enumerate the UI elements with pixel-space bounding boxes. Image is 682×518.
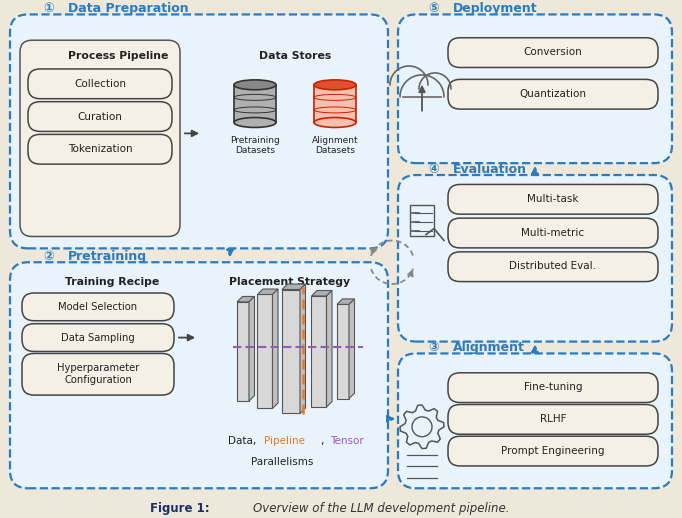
Text: Multi-task: Multi-task	[527, 194, 579, 204]
Text: RLHF: RLHF	[539, 414, 566, 424]
FancyBboxPatch shape	[448, 373, 658, 402]
Text: Fine-tuning: Fine-tuning	[524, 382, 582, 392]
Polygon shape	[337, 299, 355, 305]
Text: Tensor: Tensor	[330, 436, 364, 445]
Text: Pipeline: Pipeline	[264, 436, 305, 445]
FancyBboxPatch shape	[398, 15, 672, 163]
FancyBboxPatch shape	[398, 353, 672, 488]
Bar	[337, 305, 349, 398]
Text: Alignment
Datasets: Alignment Datasets	[312, 136, 358, 155]
FancyBboxPatch shape	[448, 436, 658, 466]
Text: Data Sampling: Data Sampling	[61, 333, 135, 342]
Text: ①: ①	[43, 3, 54, 16]
FancyBboxPatch shape	[448, 79, 658, 109]
Text: Alignment: Alignment	[453, 341, 525, 354]
FancyBboxPatch shape	[28, 102, 172, 132]
Polygon shape	[282, 284, 306, 290]
Ellipse shape	[234, 80, 276, 90]
FancyBboxPatch shape	[448, 252, 658, 282]
FancyBboxPatch shape	[20, 40, 180, 237]
Text: Curation: Curation	[78, 111, 123, 122]
FancyBboxPatch shape	[22, 293, 174, 321]
Text: Tokenization: Tokenization	[68, 144, 132, 154]
Text: Model Selection: Model Selection	[59, 302, 138, 312]
Bar	[234, 85, 276, 122]
Bar	[314, 85, 356, 122]
Text: Parallelisms: Parallelisms	[251, 457, 313, 467]
FancyBboxPatch shape	[448, 405, 658, 434]
Text: Conversion: Conversion	[524, 47, 582, 57]
Polygon shape	[258, 289, 278, 294]
Text: Quantization: Quantization	[520, 89, 587, 99]
FancyBboxPatch shape	[448, 218, 658, 248]
Polygon shape	[327, 291, 332, 407]
Polygon shape	[273, 289, 278, 409]
Text: Deployment: Deployment	[453, 3, 537, 16]
Text: Evaluation: Evaluation	[453, 163, 527, 176]
FancyBboxPatch shape	[398, 175, 672, 341]
Text: Distributed Eval.: Distributed Eval.	[509, 261, 597, 271]
Bar	[410, 205, 434, 237]
FancyBboxPatch shape	[28, 134, 172, 164]
Bar	[312, 296, 327, 407]
Text: ②: ②	[43, 250, 54, 263]
Text: Multi-metric: Multi-metric	[522, 227, 584, 238]
Bar	[258, 294, 273, 409]
FancyBboxPatch shape	[10, 262, 388, 488]
Text: Data Preparation: Data Preparation	[68, 3, 189, 16]
Text: Training Recipe: Training Recipe	[65, 277, 160, 287]
Text: Pretraining
Datasets: Pretraining Datasets	[230, 136, 280, 155]
Text: Hyperparameter
Configuration: Hyperparameter Configuration	[57, 364, 139, 385]
FancyBboxPatch shape	[10, 15, 388, 248]
Text: Placement Strategy: Placement Strategy	[229, 277, 351, 287]
FancyBboxPatch shape	[448, 38, 658, 67]
Polygon shape	[237, 296, 254, 302]
Text: Pretraining: Pretraining	[68, 250, 147, 263]
Text: ③: ③	[428, 341, 439, 354]
FancyBboxPatch shape	[448, 184, 658, 214]
Text: Process Pipeline: Process Pipeline	[68, 51, 168, 61]
Ellipse shape	[314, 118, 356, 127]
Text: ,: ,	[321, 436, 327, 445]
Polygon shape	[249, 296, 254, 401]
Bar	[282, 290, 300, 413]
Polygon shape	[300, 284, 306, 413]
Text: Overview of the LLM development pipeline.: Overview of the LLM development pipeline…	[253, 501, 509, 514]
FancyBboxPatch shape	[22, 324, 174, 352]
Polygon shape	[349, 299, 355, 398]
Ellipse shape	[314, 80, 356, 90]
FancyBboxPatch shape	[28, 69, 172, 99]
Text: Prompt Engineering: Prompt Engineering	[501, 445, 605, 456]
Text: Collection: Collection	[74, 79, 126, 89]
Text: ⑤: ⑤	[428, 3, 439, 16]
Polygon shape	[312, 291, 332, 296]
FancyBboxPatch shape	[22, 353, 174, 395]
Bar	[237, 302, 249, 401]
Text: Data,: Data,	[228, 436, 259, 445]
Ellipse shape	[234, 118, 276, 127]
Text: ④: ④	[428, 163, 439, 176]
Text: Figure 1:: Figure 1:	[150, 501, 209, 514]
Text: Data Stores: Data Stores	[259, 51, 331, 61]
